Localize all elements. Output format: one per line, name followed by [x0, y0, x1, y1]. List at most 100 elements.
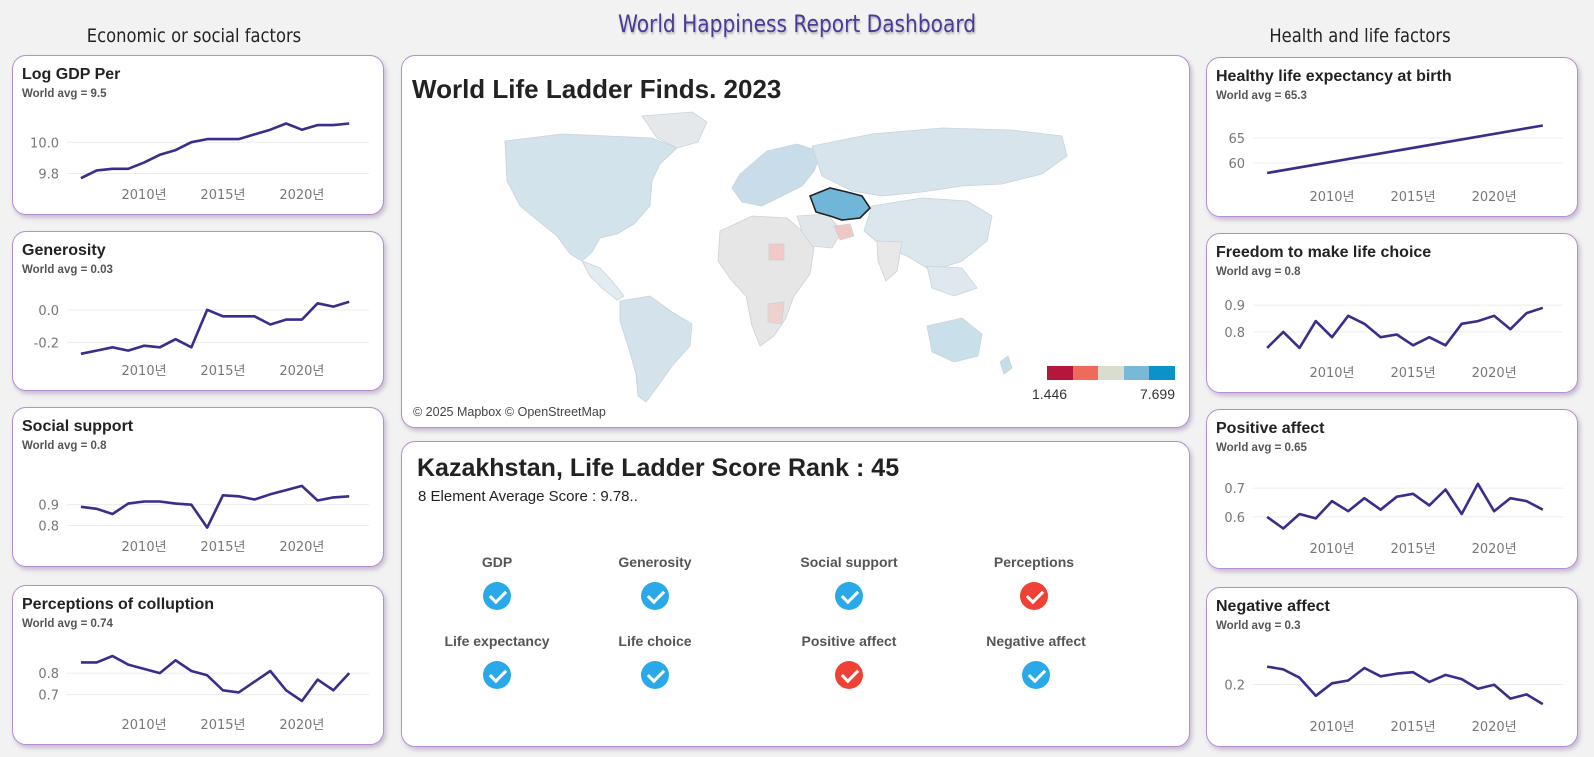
y-tick-label: 0.0 [38, 304, 59, 319]
x-tick-label: 2010년 [1309, 366, 1354, 381]
negative-affect-card[interactable]: Negative affect World avg = 0.3 0.2 2010년… [1206, 587, 1578, 747]
check-good-icon [641, 661, 669, 689]
factor-positive-affect[interactable]: Positive affect [769, 633, 929, 689]
southeast-asia-region [926, 265, 978, 297]
south-america-region [619, 295, 693, 403]
factor-gdp[interactable]: GDP [417, 554, 577, 610]
card-title: Generosity [22, 242, 106, 259]
india-region [876, 240, 903, 282]
x-tick-label: 2015년 [200, 188, 245, 203]
negative-affect-sparkline[interactable]: 0.2 2010년 2015년 2020년 [1207, 588, 1578, 747]
card-title: Perceptions of colluption [22, 596, 215, 613]
factor-social-support[interactable]: Social support [769, 554, 929, 610]
y-tick-label: 0.6 [1224, 511, 1245, 526]
x-tick-label: 2020년 [1472, 720, 1517, 735]
freedom-sparkline[interactable]: 0.9 0.8 2010년 2015년 2020년 [1207, 234, 1578, 393]
factor-perceptions[interactable]: Perceptions [954, 554, 1114, 610]
factor-life-choice[interactable]: Life choice [575, 633, 735, 689]
card-subtitle: World avg = 0.03 [22, 264, 113, 276]
legend-swatch-5 [1149, 366, 1175, 380]
factor-negative-affect[interactable]: Negative affect [956, 633, 1116, 689]
world-map[interactable] [402, 56, 1190, 428]
series-line[interactable] [80, 122, 350, 180]
central-america-region [581, 260, 625, 301]
factor-label: GDP [481, 554, 513, 570]
y-tick-label: -0.2 [34, 336, 59, 351]
y-tick-label: 0.8 [38, 520, 59, 535]
x-tick-label: 2010년 [1309, 190, 1354, 205]
africa-low-1 [768, 243, 785, 261]
card-title: Healthy life expectancy at birth [1216, 68, 1452, 85]
check-bad-icon [1020, 582, 1048, 610]
right-column-title: Health and life factors [1269, 25, 1451, 47]
generosity-sparkline[interactable]: 0.0 -0.2 2010년 2015년 2020년 [13, 232, 384, 391]
card-title: Log GDP Per [22, 66, 121, 83]
greenland-region [641, 111, 708, 149]
legend-swatch-4 [1123, 366, 1150, 380]
legend-swatch-3 [1098, 366, 1124, 380]
social-support-sparkline[interactable]: 0.9 0.8 2010년 2015년 2020년 [13, 408, 384, 567]
card-subtitle: World avg = 0.3 [1216, 620, 1301, 632]
series-line[interactable] [80, 654, 351, 703]
x-tick-label: 2010년 [122, 540, 167, 555]
card-title: Social support [22, 418, 134, 435]
check-good-icon [1022, 661, 1050, 689]
x-tick-label: 2020년 [279, 718, 324, 733]
y-tick-label: 60 [1228, 157, 1245, 172]
y-tick-label: 0.2 [1224, 679, 1245, 694]
legend-min-value: 1.446 [1032, 386, 1068, 402]
x-tick-label: 2015년 [200, 364, 245, 379]
check-good-icon [835, 582, 863, 610]
x-tick-label: 2010년 [1309, 720, 1354, 735]
check-good-icon [641, 582, 669, 610]
card-title: Freedom to make life choice [1216, 244, 1432, 261]
kazakhstan-region [808, 187, 872, 221]
y-tick-label: 65 [1228, 132, 1245, 147]
map-credit[interactable]: © 2025 Mapbox © OpenStreetMap [413, 405, 606, 419]
card-subtitle: World avg = 0.8 [22, 440, 107, 452]
life-expectancy-card[interactable]: Healthy life expectancy at birth World a… [1206, 57, 1578, 217]
positive-affect-sparkline[interactable]: 0.7 0.6 2010년 2015년 2020년 [1207, 410, 1578, 569]
freedom-card[interactable]: Freedom to make life choice World avg = … [1206, 233, 1578, 393]
y-tick-label: 0.9 [38, 499, 59, 514]
left-column-title: Economic or social factors [86, 25, 302, 47]
x-tick-label: 2015년 [200, 718, 245, 733]
perceptions-card[interactable]: Perceptions of colluption World avg = 0.… [12, 585, 384, 745]
log-gdp-card[interactable]: Log GDP Per World avg = 9.5 10.0 9.8 2010년… [12, 55, 384, 215]
x-tick-label: 2010년 [122, 718, 167, 733]
legend-max-value: 7.699 [1139, 386, 1175, 402]
check-good-icon [483, 661, 511, 689]
asia-region [863, 197, 993, 272]
perceptions-sparkline[interactable]: 0.8 0.7 2010년 2015년 2020년 [13, 586, 384, 745]
life-expectancy-sparkline[interactable]: 65 60 2010년 2015년 2020년 [1207, 58, 1578, 217]
factor-label: Positive affect [801, 633, 897, 649]
log-gdp-sparkline[interactable]: 10.0 9.8 2010년 2015년 2020년 [13, 56, 384, 215]
factor-label: Life choice [618, 633, 692, 649]
x-tick-label: 2015년 [200, 540, 245, 555]
series-line[interactable] [80, 484, 350, 529]
rank-panel: Kazakhstan, Life Ladder Score Rank : 45 … [401, 441, 1190, 747]
card-subtitle: World avg = 0.74 [22, 618, 113, 630]
social-support-card[interactable]: Social support World avg = 0.8 0.9 0.8 201… [12, 407, 384, 567]
y-tick-label: 0.8 [1224, 326, 1245, 341]
new-zealand-region [999, 355, 1013, 375]
y-tick-label: 9.8 [38, 168, 59, 183]
factor-life-expectancy[interactable]: Life expectancy [417, 633, 577, 689]
series-line[interactable] [1266, 665, 1544, 706]
y-tick-label: 0.9 [1224, 299, 1245, 314]
positive-affect-card[interactable]: Positive affect World avg = 0.65 0.7 0.6 2… [1206, 409, 1578, 569]
series-line[interactable] [1266, 482, 1544, 530]
x-tick-label: 2010년 [122, 188, 167, 203]
card-subtitle: World avg = 9.5 [22, 88, 107, 100]
check-good-icon [483, 582, 511, 610]
legend-swatch-2 [1072, 366, 1099, 380]
series-line[interactable] [1266, 306, 1544, 350]
x-tick-label: 2015년 [1391, 542, 1436, 557]
series-line[interactable] [80, 300, 350, 356]
generosity-card[interactable]: Generosity World avg = 0.03 0.0 -0.2 2010년… [12, 231, 384, 391]
card-subtitle: World avg = 0.65 [1216, 442, 1307, 454]
card-title: Negative affect [1216, 598, 1330, 615]
series-line[interactable] [1266, 124, 1544, 175]
factor-generosity[interactable]: Generosity [575, 554, 735, 610]
y-tick-label: 0.8 [38, 667, 59, 682]
